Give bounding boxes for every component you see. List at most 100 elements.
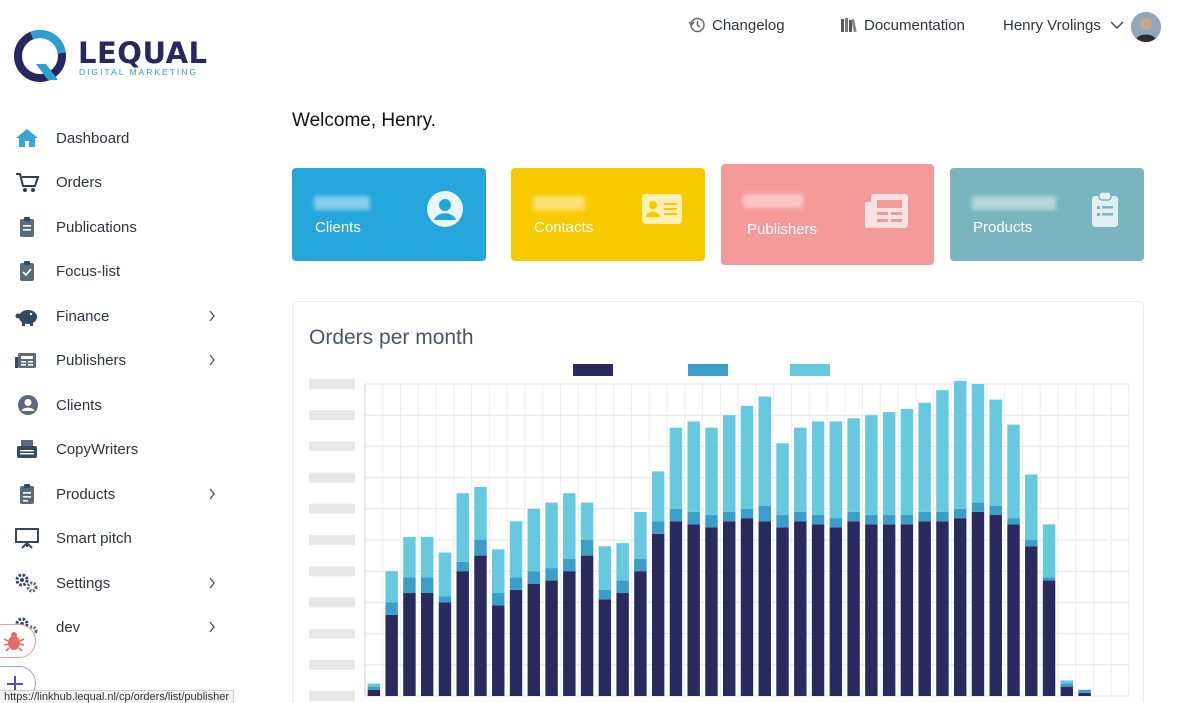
blurred-y-tick <box>309 441 355 452</box>
bar-segment <box>865 524 878 696</box>
bar-segment <box>776 515 789 528</box>
bar-segment <box>1042 524 1056 578</box>
bar-segment <box>758 505 771 522</box>
bar-segment <box>1060 680 1074 684</box>
bar-segment <box>918 521 931 696</box>
plus-icon <box>7 676 23 692</box>
cart-icon <box>14 170 42 194</box>
bar-segment <box>847 418 860 512</box>
bar-segment <box>1060 686 1074 696</box>
bug-icon <box>3 632 25 652</box>
bar-segment <box>563 493 576 559</box>
bar-segment <box>438 552 452 597</box>
sidebar-item-label: Clients <box>56 396 102 414</box>
bar-segment <box>634 571 647 696</box>
bar-segment <box>474 540 487 556</box>
bar-segment <box>936 511 949 522</box>
report-bug-button[interactable] <box>0 624 36 658</box>
blurred-count <box>743 194 803 208</box>
clipboard-list-icon <box>14 482 42 506</box>
bar-segment <box>971 511 985 696</box>
sidebar-item-focus-list[interactable]: Focus-list <box>14 256 224 286</box>
bar-segment <box>740 518 754 696</box>
bar-segment <box>811 421 825 516</box>
welcome-heading: Welcome, Henry. <box>292 110 436 131</box>
bar-segment <box>1078 689 1091 693</box>
bar-segment <box>918 511 931 522</box>
bar-segment <box>563 571 576 696</box>
clients-card[interactable]: Clients <box>292 168 486 261</box>
bar-segment <box>687 421 700 512</box>
bar-segment <box>598 546 612 590</box>
bar-segment <box>829 421 843 519</box>
chevron-right-icon <box>209 310 215 322</box>
bar-segment <box>740 405 754 509</box>
bar-segment <box>705 515 718 528</box>
sidebar-item-orders[interactable]: Orders <box>14 167 224 197</box>
card-label: Products <box>973 219 1033 236</box>
bar-segment <box>989 515 1002 696</box>
sidebar-item-dashboard[interactable]: Dashboard <box>14 123 224 153</box>
bar-segment <box>705 427 718 516</box>
blurred-count <box>314 196 370 210</box>
brand-logo[interactable]: LEQUAL DIGITAL MARKETING <box>14 28 207 88</box>
presentation-icon <box>14 526 42 550</box>
products-card[interactable]: Products <box>950 168 1144 261</box>
books-icon <box>841 18 857 33</box>
sidebar-item-finance[interactable]: Finance <box>14 301 224 331</box>
bar-segment <box>776 527 789 696</box>
bar-segment <box>900 524 914 696</box>
bar-segment <box>420 536 434 578</box>
bar-segment <box>651 521 665 534</box>
brand-tagline: DIGITAL MARKETING <box>79 67 199 77</box>
legend-swatch <box>790 364 830 376</box>
documentation-link[interactable]: Documentation <box>840 14 965 36</box>
avatar[interactable] <box>1131 12 1161 42</box>
sidebar-item-smart-pitch[interactable]: Smart pitch <box>14 523 224 553</box>
chevron-down-icon <box>1110 21 1124 29</box>
user-menu[interactable]: Henry Vrolings <box>1003 14 1124 36</box>
publishers-card[interactable]: Publishers <box>721 164 934 265</box>
bar-segment <box>740 508 754 519</box>
bar-segment <box>936 521 949 696</box>
bar-segment <box>651 471 665 522</box>
sidebar-item-publications[interactable]: Publications <box>14 212 224 242</box>
sidebar-item-settings[interactable]: Settings <box>14 568 224 598</box>
chevron-right-icon <box>209 577 215 589</box>
sidebar-item-publishers[interactable]: Publishers <box>14 345 224 375</box>
bar-segment <box>1042 577 1056 581</box>
bar-segment <box>492 605 505 696</box>
user-name: Henry Vrolings <box>1003 16 1101 34</box>
bar-segment <box>1025 546 1038 696</box>
bar-segment <box>758 521 771 696</box>
bar-segment <box>492 593 505 606</box>
bar-segment <box>900 515 914 525</box>
bar-segment <box>545 568 558 581</box>
sidebar-item-products[interactable]: Products <box>14 479 224 509</box>
bar-segment <box>989 505 1002 516</box>
blurred-y-tick <box>309 659 355 670</box>
sidebar-item-dev[interactable]: dev <box>14 612 224 642</box>
sidebar-item-copywriters[interactable]: CopyWriters <box>14 434 224 464</box>
bar-segment <box>811 515 825 525</box>
bar-segment <box>580 502 594 540</box>
changelog-link[interactable]: Changelog <box>688 14 785 36</box>
bar-segment <box>900 408 914 516</box>
sidebar-item-label: Smart pitch <box>56 529 132 547</box>
contacts-card[interactable]: Contacts <box>511 168 705 261</box>
blurred-y-tick <box>309 472 355 483</box>
bar-segment <box>882 515 896 525</box>
card-label: Contacts <box>534 219 594 236</box>
status-url: https://linkhub.lequal.nl/cp/orders/list… <box>0 690 235 703</box>
gears-icon <box>14 571 42 595</box>
bar-segment <box>385 614 398 696</box>
bar-segment <box>634 511 647 559</box>
bar-segment <box>420 593 434 696</box>
bar-segment <box>811 524 825 696</box>
sidebar-item-clients[interactable]: Clients <box>14 390 224 420</box>
user-circle-icon <box>427 191 463 227</box>
newspaper-icon <box>865 194 908 228</box>
bar-segment <box>651 533 665 696</box>
bar-segment <box>580 555 594 696</box>
bar-segment <box>1007 518 1020 525</box>
